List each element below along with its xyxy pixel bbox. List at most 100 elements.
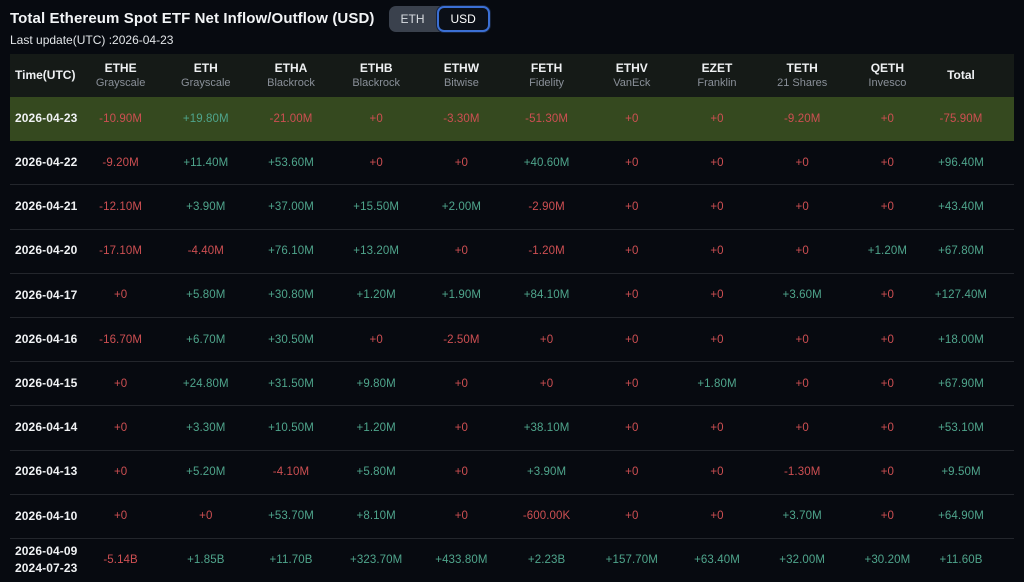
toggle-eth-button[interactable]: ETH <box>389 6 437 32</box>
flow-value: -1.20M <box>528 245 565 258</box>
flow-value: +0 <box>199 510 213 523</box>
flow-value: +0 <box>454 156 469 169</box>
last-update-label: Last update(UTC) :2026-04-23 <box>10 33 174 47</box>
row-total-value: +11.60B <box>939 554 983 567</box>
table-row: 2026-04-10 +0 +0 +53.70M +8.10M +0 -600.00K +0 +… <box>10 495 1014 539</box>
row-date: 2026-04-17 <box>15 287 78 302</box>
flow-value: +0 <box>795 333 809 346</box>
flow-value: +3.60M <box>782 289 822 302</box>
flow-value: +0 <box>369 333 383 346</box>
row-total-value: +67.90M <box>938 377 984 390</box>
table-row: 2026-04-20 -17.10M -4.40M +76.10M +13.20M +0 -… <box>10 230 1014 274</box>
flow-value: +0 <box>625 510 639 523</box>
flow-value: +0 <box>539 333 554 346</box>
row-date: 2026-04-22 <box>15 155 78 170</box>
row-date: 2026-04-15 <box>15 376 78 391</box>
column-issuer: Blackrock <box>352 77 401 90</box>
flow-value: +0 <box>625 112 639 125</box>
flow-value: +5.80M <box>186 289 226 302</box>
column-symbol: EZET <box>701 60 733 75</box>
flow-value: +0 <box>880 510 895 523</box>
column-issuer: Grayscale <box>95 77 146 90</box>
column-issuer: Grayscale <box>181 77 231 90</box>
flow-value: +0 <box>113 289 128 302</box>
row-date: 2026-04-14 <box>15 420 78 435</box>
column-symbol: ETHE <box>104 60 137 75</box>
flow-value: +38.10M <box>523 421 570 434</box>
table-row: 2026-04-23 -10.90M +19.80M -21.00M +0 -3.30M -… <box>10 97 1014 142</box>
flow-value: +19.80M <box>182 112 229 125</box>
flow-value: +5.20M <box>186 466 226 479</box>
flow-value: -9.20M <box>102 156 139 169</box>
row-total-value: +127.40M <box>934 289 988 302</box>
flow-value: +0 <box>625 333 639 346</box>
page-title: Total Ethereum Spot ETF Net Inflow/Outfl… <box>10 10 375 27</box>
flow-value: +0 <box>625 156 639 169</box>
row-date: 2026-04-20 <box>15 243 78 258</box>
flow-value: +157.70M <box>605 554 658 567</box>
flow-value: +32.00M <box>779 554 826 567</box>
flow-value: +0 <box>113 377 128 390</box>
flow-value: +0 <box>710 421 724 434</box>
flow-value: +53.60M <box>268 156 314 169</box>
flow-value: -21.00M <box>269 112 313 125</box>
flow-value: +30.50M <box>268 333 314 346</box>
flow-value: +0 <box>795 200 809 213</box>
flow-value: +0 <box>454 466 469 479</box>
table-row: 2026-04-16 -16.70M +6.70M +30.50M +0 -2.50M +0… <box>10 318 1014 363</box>
row-date: 2026-04-13 <box>15 464 78 479</box>
column-header-ezet: EZET Franklin <box>674 60 759 91</box>
flow-value: +15.50M <box>353 200 400 213</box>
column-issuer: Invesco <box>868 77 907 90</box>
flow-value: +0 <box>625 245 639 258</box>
row-total-value: +96.40M <box>938 156 984 169</box>
table-row: 2026-04-09 2024-07-23 -5.14B +1.85B +11.70B +… <box>10 539 1014 582</box>
flow-value: +0 <box>880 333 895 346</box>
flow-value: +0 <box>880 200 895 213</box>
table-row: 2026-04-13 +0 +5.20M -4.10M +5.80M +0 +3.90M +0… <box>10 451 1014 495</box>
table-body: 2026-04-23 -10.90M +19.80M -21.00M +0 -3.30M -… <box>10 97 1014 582</box>
topbar: Total Ethereum Spot ETF Net Inflow/Outfl… <box>0 0 1024 32</box>
flow-value: +0 <box>369 156 383 169</box>
flow-value: +0 <box>113 466 128 479</box>
column-issuer: 21 Shares <box>777 77 828 90</box>
table-row: 2026-04-21 -12.10M +3.90M +37.00M +15.50M +2.… <box>10 185 1014 230</box>
column-header-ethv: ETHV VanEck <box>589 60 674 91</box>
flow-value: +323.70M <box>350 554 403 567</box>
flow-value: -12.10M <box>99 200 143 213</box>
flow-value: -2.50M <box>443 333 480 346</box>
flow-value: +0 <box>880 112 895 125</box>
column-symbol: ETHA <box>274 60 308 75</box>
row-total-value: +64.90M <box>938 510 984 523</box>
flow-value: +0 <box>880 466 895 479</box>
flow-value: +1.80M <box>697 377 737 390</box>
column-header-ethb: ETHB Blackrock <box>334 60 419 91</box>
flow-value: +37.00M <box>268 200 314 213</box>
etf-flow-table: Time(UTC) ETHE Grayscale ETH Grayscale ETHA B… <box>10 54 1014 582</box>
flow-value: +0 <box>113 421 128 434</box>
flow-value: +0 <box>795 245 809 258</box>
flow-value: +1.90M <box>441 289 482 302</box>
column-header-total: Total <box>947 68 975 83</box>
flow-value: +0 <box>710 510 724 523</box>
column-issuer: Bitwise <box>443 77 479 90</box>
flow-value: +31.50M <box>268 377 314 390</box>
flow-value: +0 <box>795 421 809 434</box>
flow-value: +0 <box>880 156 895 169</box>
column-header-time: Time(UTC) <box>15 68 76 83</box>
flow-value: +0 <box>710 466 724 479</box>
row-date: 2026-04-16 <box>15 331 78 346</box>
row-date: 2026-04-21 <box>15 199 78 214</box>
row-total-value: +67.80M <box>938 245 984 258</box>
flow-value: +3.90M <box>186 200 226 213</box>
flow-value: +9.80M <box>356 377 396 390</box>
flow-value: +1.20M <box>356 289 396 302</box>
column-symbol: ETH <box>193 60 218 75</box>
row-total-value: +43.40M <box>938 200 984 213</box>
table-row: 2026-04-15 +0 +24.80M +31.50M +9.80M +0 +0 +0 +1… <box>10 362 1014 407</box>
flow-value: +0 <box>795 156 809 169</box>
flow-value: +0 <box>880 289 895 302</box>
flow-value: +3.30M <box>186 421 226 434</box>
flow-value: +3.70M <box>782 510 822 523</box>
toggle-usd-button[interactable]: USD <box>436 5 490 32</box>
